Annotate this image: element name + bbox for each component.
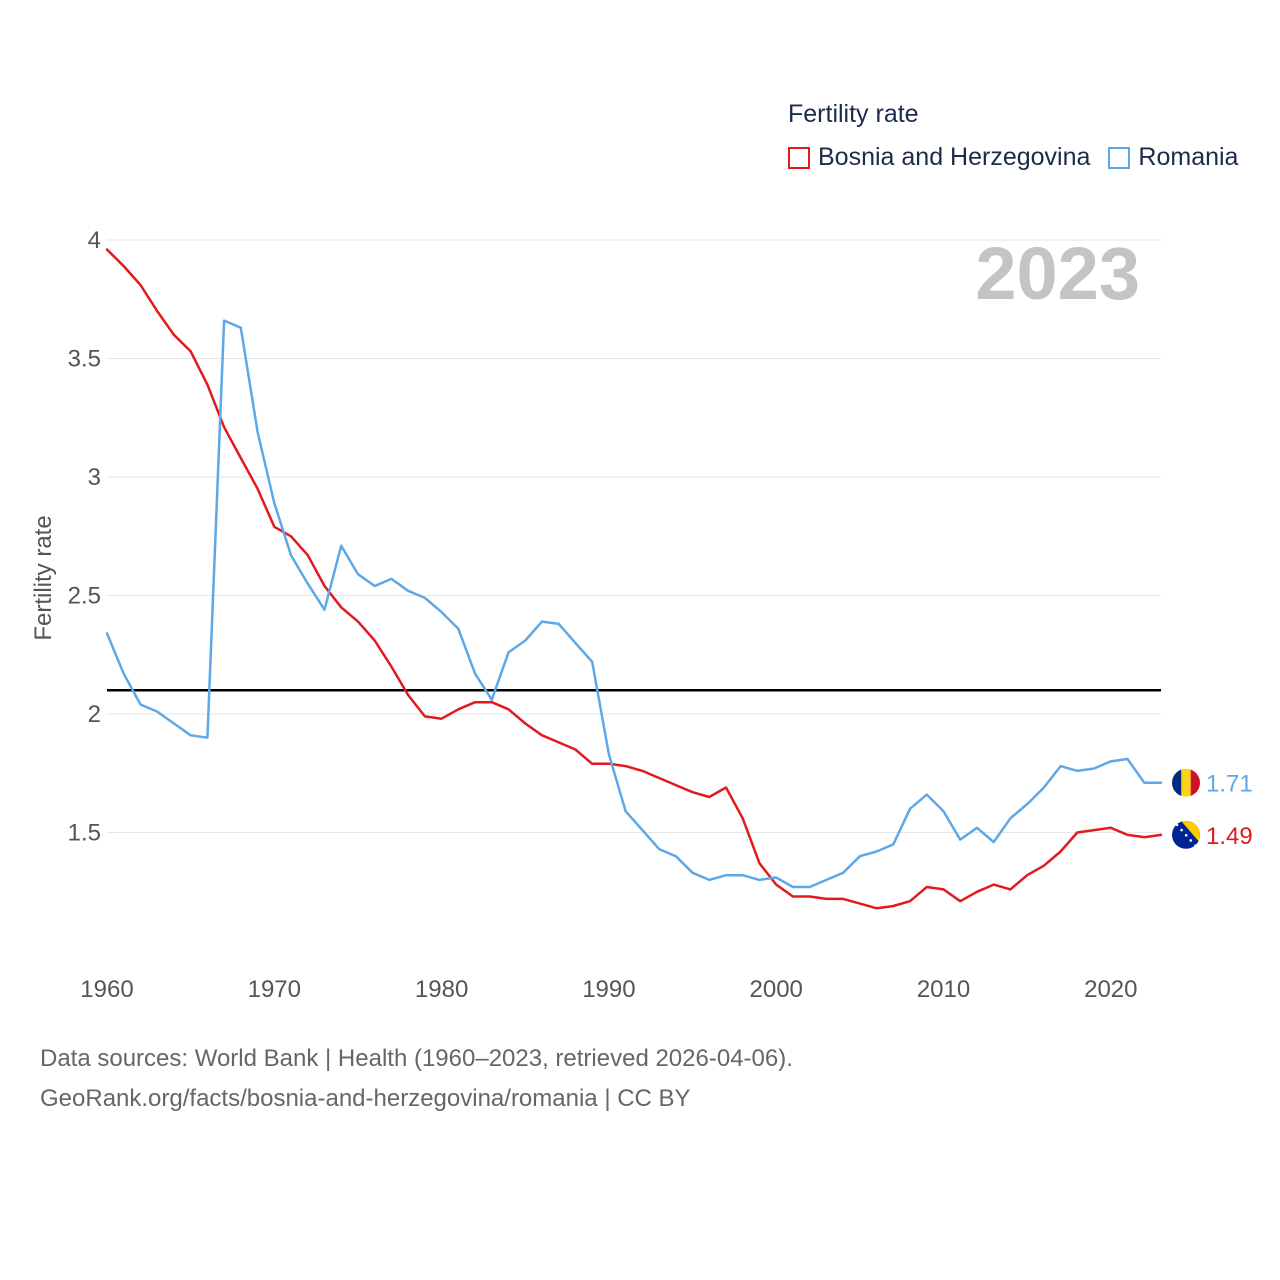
year-watermark: 2023: [975, 232, 1140, 315]
legend-item-romania[interactable]: Romania: [1108, 143, 1238, 172]
grid-lines: [107, 239, 1161, 833]
x-tick-label: 2020: [1084, 976, 1137, 1003]
y-axis-title: Fertility rate: [30, 515, 57, 640]
x-tick-label: 1980: [415, 976, 468, 1003]
legend-label-romania: Romania: [1138, 143, 1239, 171]
y-tick-label: 3: [88, 464, 101, 491]
endpoint-romania: 1.71: [1172, 768, 1253, 798]
endpoint-bosnia-and-herzegovina: 1.49: [1172, 820, 1253, 850]
x-tick-label: 2010: [917, 976, 970, 1003]
legend-title: Fertility rate: [788, 100, 919, 128]
endpoint-layer: 1.49 1.71: [1172, 768, 1253, 850]
legend-label-bosnia: Bosnia and Herzegovina: [818, 143, 1091, 171]
legend: Bosnia and Herzegovina Romania: [788, 143, 1256, 172]
footer-link[interactable]: GeoRank.org/facts/bosnia-and-herzegovina…: [40, 1085, 691, 1112]
x-tick-label: 1990: [582, 976, 635, 1003]
x-tick-label: 1970: [248, 976, 301, 1003]
y-tick-label: 1.5: [68, 820, 101, 847]
endpoint-value-label: 1.49: [1206, 823, 1253, 850]
series-line-bosnia-and-herzegovina: [105, 248, 1163, 910]
legend-swatch-bosnia: [788, 146, 810, 169]
series-line-romania: [105, 319, 1163, 889]
x-tick-label: 2000: [750, 976, 803, 1003]
series-layer: [105, 248, 1163, 910]
endpoint-value-label: 1.71: [1206, 771, 1253, 798]
y-tick-label: 4: [88, 227, 101, 254]
romania-flag-icon: [1172, 768, 1200, 797]
axis-labels: 1.5 2 2.5 3 3.5 4 1960 1970 1980 1990 2000 2010 2020: [68, 227, 1138, 1003]
footer-sources: Data sources: World Bank | Health (1960–…: [40, 1045, 793, 1072]
x-tick-label: 1960: [80, 976, 133, 1003]
y-tick-label: 2.5: [68, 583, 101, 610]
legend-swatch-romania: [1108, 146, 1131, 169]
legend-item-bosnia[interactable]: Bosnia and Herzegovina: [788, 143, 1090, 172]
y-tick-label: 3.5: [68, 346, 101, 373]
y-tick-label: 2: [88, 701, 101, 728]
bosnia-flag-icon: [1172, 820, 1200, 849]
